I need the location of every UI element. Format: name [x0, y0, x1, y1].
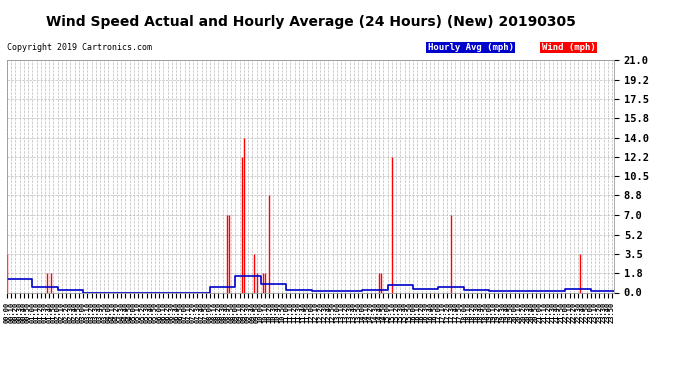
Text: Hourly Avg (mph): Hourly Avg (mph) [428, 43, 514, 52]
Text: Wind (mph): Wind (mph) [542, 43, 595, 52]
Text: Wind Speed Actual and Hourly Average (24 Hours) (New) 20190305: Wind Speed Actual and Hourly Average (24… [46, 15, 575, 29]
Text: Copyright 2019 Cartronics.com: Copyright 2019 Cartronics.com [7, 43, 152, 52]
